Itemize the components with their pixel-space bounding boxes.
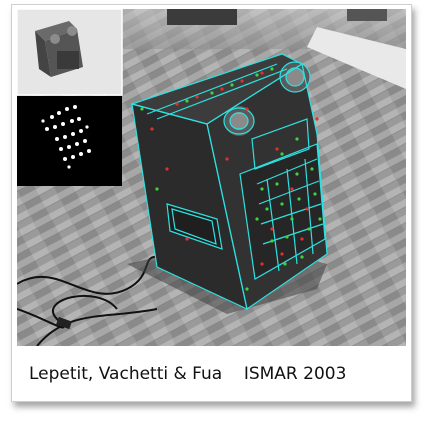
figure-card: Lepetit, Vachetti & Fua ISMAR 2003	[11, 4, 412, 402]
main-photo	[17, 9, 406, 346]
figure-caption: Lepetit, Vachetti & Fua ISMAR 2003	[29, 364, 347, 384]
inset-panel	[17, 9, 123, 186]
tracking-scene	[17, 9, 406, 346]
feature-points	[140, 67, 322, 291]
